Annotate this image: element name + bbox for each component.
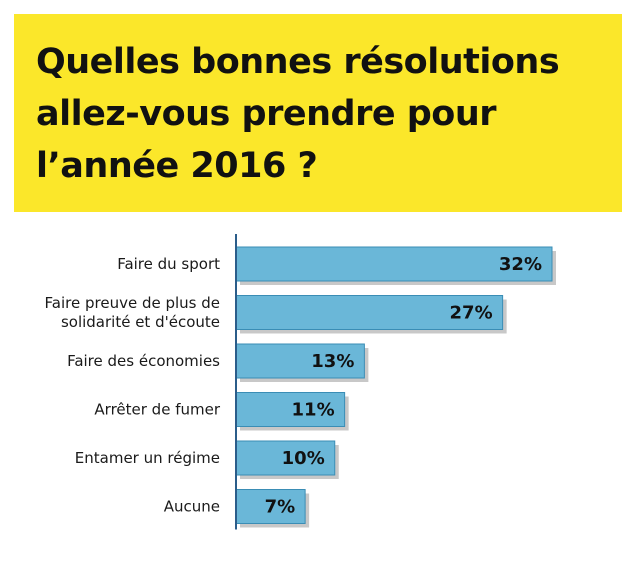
category-label: Entamer un régime (75, 449, 220, 467)
category-label: Aucune (164, 498, 220, 516)
data-label: 32% (499, 254, 542, 275)
bar (235, 440, 336, 476)
bar (235, 489, 306, 524)
category-label: Faire des économies (67, 352, 220, 370)
chart-title: Quelles bonnes résolutions allez-vous pr… (36, 42, 560, 186)
category-label: Arrêter de fumer (94, 401, 220, 419)
data-label: 10% (282, 448, 325, 469)
data-label: 11% (292, 400, 335, 421)
data-label: 27% (450, 303, 493, 324)
bar-chart: 32% Faire du sport 27% Faire preuve de plus… (45, 234, 556, 530)
title-banner: Quelles bonnes résolutions allez-vous pr… (14, 14, 622, 212)
data-label: 7% (265, 497, 296, 518)
bar (235, 343, 365, 379)
category-label: Faire du sport (117, 255, 220, 273)
bar (235, 246, 553, 282)
bar (235, 392, 346, 427)
data-label: 13% (311, 351, 354, 372)
category-label: Faire preuve de plus de solidarité et d'é… (45, 294, 220, 331)
